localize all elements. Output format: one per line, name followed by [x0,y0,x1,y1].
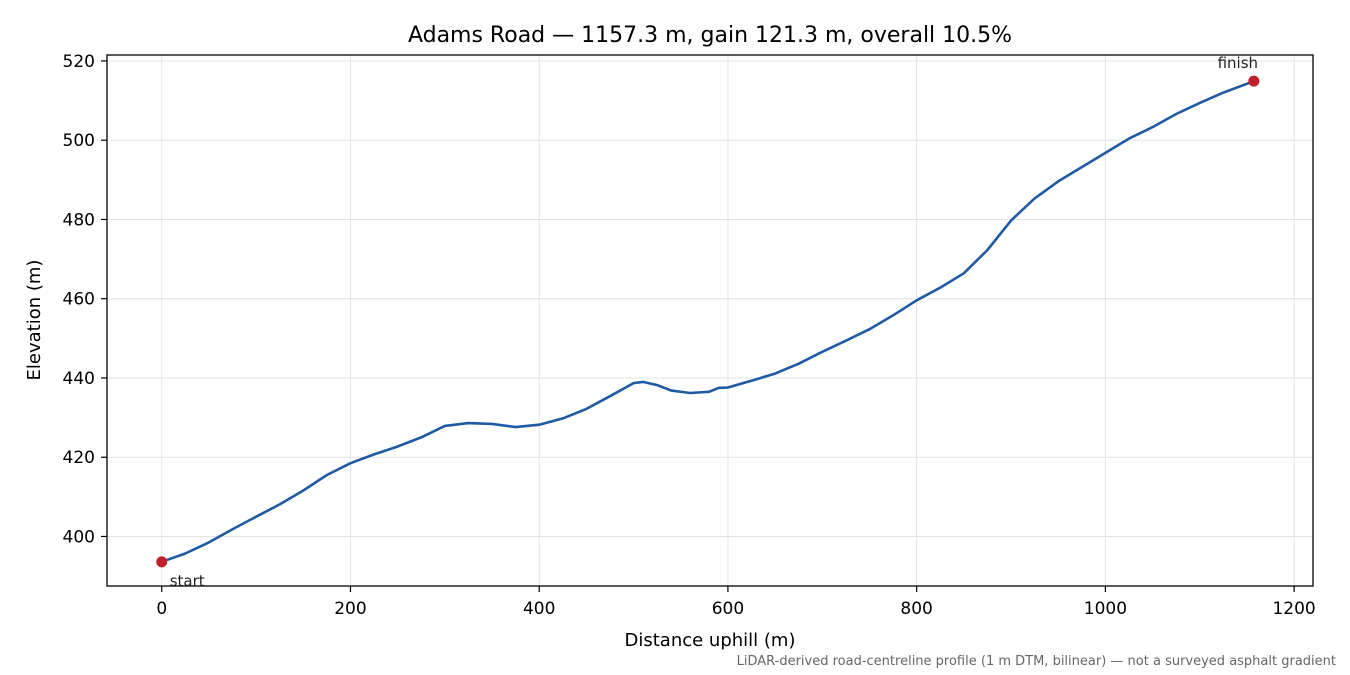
x-tick-label: 1200 [1272,599,1315,619]
tick-layer: 0 200 400 600 800 1000 1200 400 420 440 460 480 500 5… [63,52,1316,619]
footnote: LiDAR-derived road-centreline profile (1… [737,654,1336,669]
elevation-profile-line [160,79,1256,564]
y-tick-label: 480 [63,210,95,230]
y-tick-label: 400 [63,527,95,547]
y-tick-label: 520 [63,52,95,72]
chart-title: Adams Road — 1157.3 m, gain 121.3 m, ove… [408,23,1012,48]
x-tick-label: 800 [900,599,932,619]
finish-marker [1248,75,1260,87]
y-tick-label: 440 [63,369,95,389]
y-tick-label: 460 [63,290,95,310]
series-layer [160,79,1256,564]
x-tick-label: 400 [523,599,555,619]
x-tick-label: 200 [334,599,366,619]
grid-lines [107,55,1313,586]
x-axis-label: Distance uphill (m) [625,630,796,651]
y-tick-label: 500 [63,131,95,151]
start-marker [156,556,168,568]
x-tick-label: 0 [156,599,167,619]
x-tick-label: 1000 [1084,599,1127,619]
start-label: start [170,572,205,590]
marker-layer: start finish [156,54,1260,590]
y-axis-label: Elevation (m) [24,260,45,381]
plot-frame [106,54,1314,587]
finish-label: finish [1218,54,1258,72]
x-tick-label: 600 [712,599,744,619]
y-tick-label: 420 [63,448,95,468]
